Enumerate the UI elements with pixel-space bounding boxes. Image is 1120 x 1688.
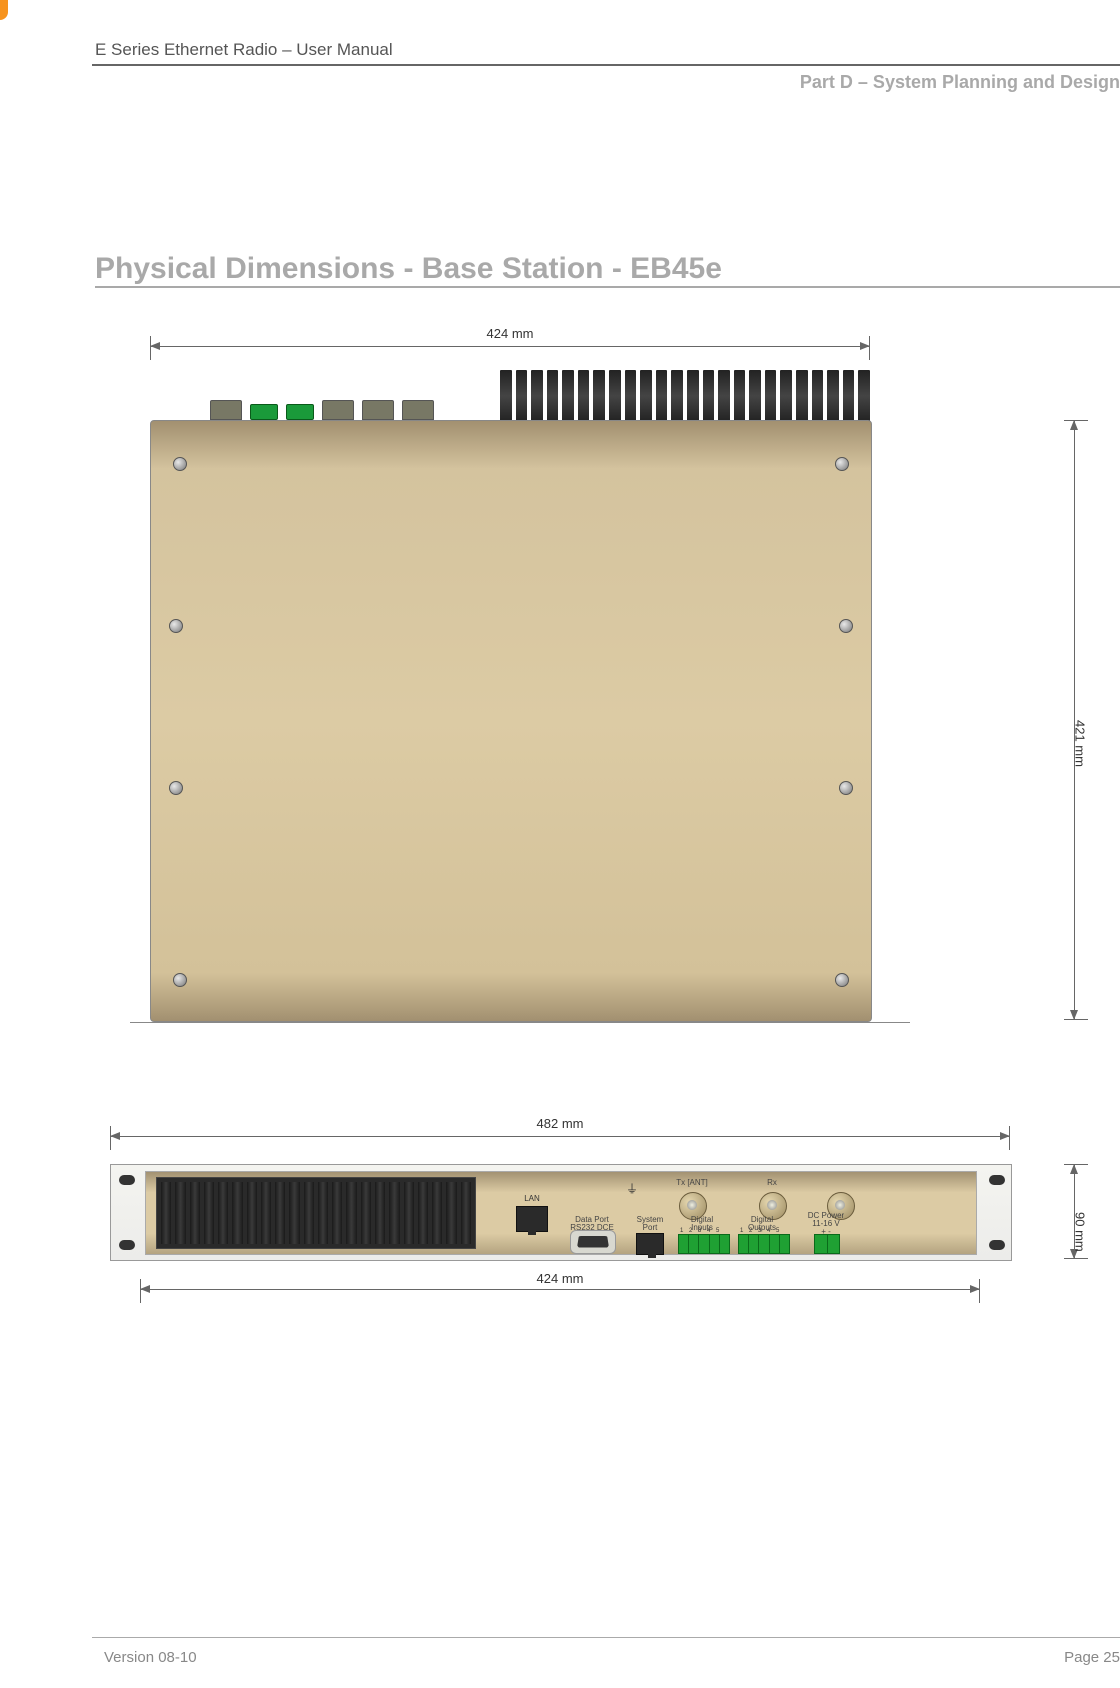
lan-label: LAN [516, 1194, 548, 1203]
dim-front-height-label: 90 mm [1073, 1212, 1088, 1252]
footer-page: Page 25 [1064, 1649, 1120, 1666]
lan-rj45-icon [516, 1206, 548, 1232]
front-body: LAN ⏚ Tx [ANT] Rx Data Port RS232 DCE [145, 1171, 977, 1255]
dim-front-inner-width: 424 mm [140, 1275, 980, 1305]
heatsink [500, 370, 870, 422]
dim-front-height: 90 mm [1050, 1164, 1090, 1259]
ground-icon: ⏚ [626, 1180, 638, 1197]
digital-out-pins: 1 2 3 4 5 [740, 1228, 781, 1234]
dim-top-width-label: 424 mm [480, 326, 540, 341]
dim-front-width: 482 mm [110, 1120, 1010, 1150]
footer-rule [92, 1637, 1120, 1638]
header-rule [92, 64, 1120, 66]
lan-port-area: LAN [516, 1194, 548, 1232]
shelf-line [130, 1022, 910, 1023]
system-port-rj45 [636, 1233, 664, 1255]
figure-front-view: 482 mm LAN ⏚ Tx [ANT] Rx [100, 1120, 1090, 1340]
front-panel: LAN ⏚ Tx [ANT] Rx Data Port RS232 DCE [110, 1164, 1012, 1261]
rack-ear-right [981, 1165, 1011, 1260]
dc-power-terminal [814, 1234, 840, 1254]
rack-ear-left [111, 1165, 141, 1260]
digital-out-terminal [738, 1234, 790, 1254]
dim-top-height-label: 421 mm [1073, 720, 1088, 767]
figure-top-view: 424 mm 421 mm [100, 330, 1090, 1090]
data-port-db9 [570, 1230, 616, 1254]
dim-top-height: 421 mm [1050, 420, 1090, 1020]
part-title: Part D – System Planning and Design [800, 72, 1120, 93]
digital-in-terminal [678, 1234, 730, 1254]
rx-label: Rx [742, 1178, 802, 1187]
dim-front-inner-label: 424 mm [530, 1271, 590, 1286]
dim-front-width-label: 482 mm [530, 1116, 590, 1131]
ventilation-grille [156, 1177, 476, 1249]
section-title: Physical Dimensions - Base Station - EB4… [95, 252, 722, 286]
page-tab-accent [0, 0, 8, 20]
doc-title: E Series Ethernet Radio – User Manual [95, 40, 393, 60]
dc-power-label: DC Power 11-16 V + - [796, 1212, 856, 1236]
dim-top-width: 424 mm [150, 330, 870, 360]
section-rule [95, 286, 1120, 288]
manual-page: E Series Ethernet Radio – User Manual Pa… [0, 0, 1120, 1688]
digital-in-pins: 1 2 3 4 5 [680, 1228, 721, 1234]
footer-version: Version 08-10 [104, 1649, 197, 1666]
top-edge-connectors [210, 400, 470, 420]
tx-label: Tx [ANT] [662, 1178, 722, 1187]
system-port-label: System Port [620, 1216, 680, 1232]
chassis-top-plate [150, 420, 872, 1022]
ports-area: ⏚ Tx [ANT] Rx Data Port RS232 DCE System [566, 1172, 970, 1254]
